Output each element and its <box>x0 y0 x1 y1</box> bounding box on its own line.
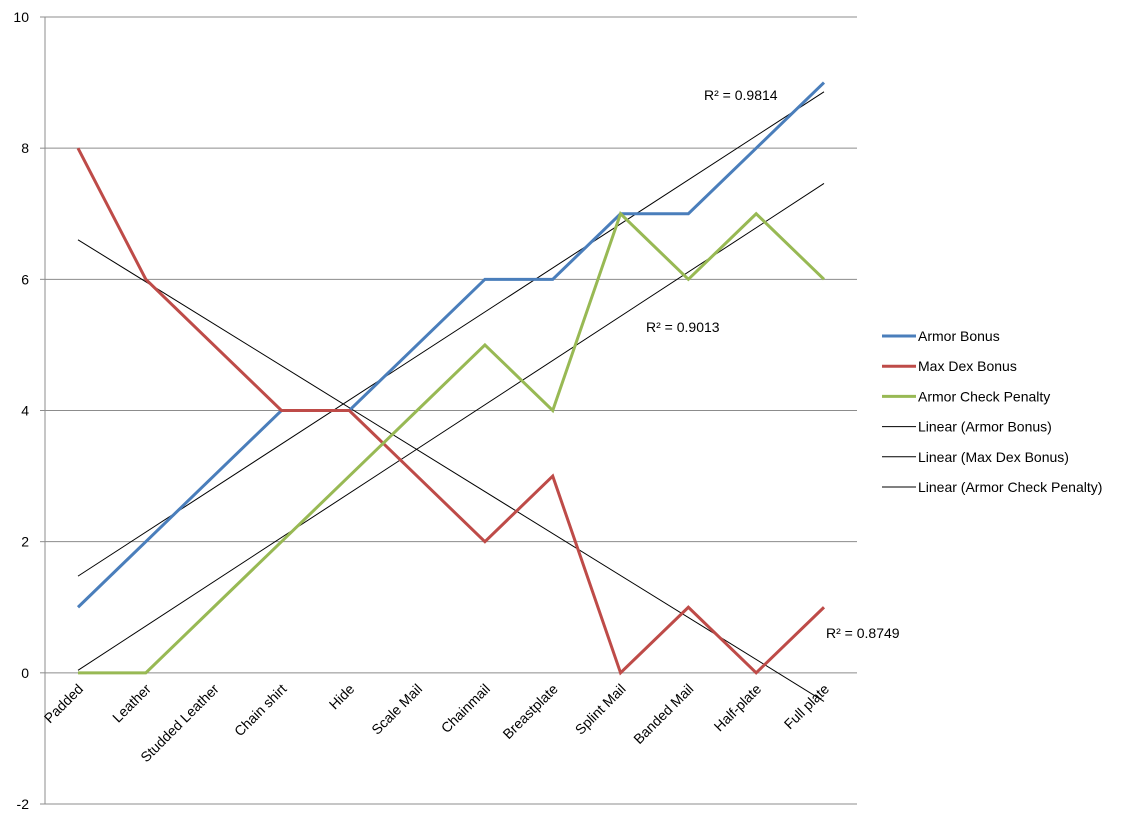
y-tick-label: 10 <box>13 9 29 25</box>
legend-label: Max Dex Bonus <box>918 358 1017 374</box>
legend-label: Linear (Armor Bonus) <box>918 419 1052 435</box>
trendline <box>77 239 825 702</box>
trendline <box>77 91 825 577</box>
series-line <box>78 211 826 675</box>
x-tick-label: Breastplate <box>499 680 561 742</box>
gridlines <box>45 16 857 805</box>
series-line <box>76 81 826 609</box>
r-squared-label: R² = 0.8749 <box>826 625 900 641</box>
r-squared-label: R² = 0.9013 <box>646 319 720 335</box>
series-lines <box>76 81 826 676</box>
y-tick-label: -2 <box>17 796 30 812</box>
x-tick-label: Full plate <box>781 680 833 732</box>
y-tick-label: 2 <box>21 534 29 550</box>
x-tick-label: Chainmail <box>438 681 493 736</box>
x-tick-label: Banded Mail <box>630 681 696 747</box>
y-tick-label: 6 <box>21 271 29 287</box>
y-tick-label: 8 <box>21 140 29 156</box>
legend-label: Linear (Armor Check Penalty) <box>918 479 1102 495</box>
x-tick-label: Half-plate <box>711 680 765 734</box>
x-tick-label: Hide <box>326 680 358 712</box>
series-line <box>76 147 826 676</box>
trendlines <box>77 91 825 702</box>
x-tick-label: Scale Mail <box>368 681 425 738</box>
legend-label: Armor Check Penalty <box>918 388 1050 404</box>
r-squared-annotations: R² = 0.9814 R² = 0.8749 R² = 0.9013 <box>646 87 900 641</box>
y-tick-label: 0 <box>21 665 29 681</box>
r-squared-label: R² = 0.9814 <box>704 87 778 103</box>
x-tick-label: Leather <box>109 680 154 725</box>
y-tick-label: 4 <box>21 403 29 419</box>
legend-label: Armor Bonus <box>918 328 1000 344</box>
trendline <box>77 183 825 671</box>
legend-label: Linear (Max Dex Bonus) <box>918 449 1069 465</box>
y-tick-labels: -2 0 2 4 6 8 10 <box>13 9 45 812</box>
x-tick-label: Splint Mail <box>572 681 629 738</box>
x-tick-label: Padded <box>41 681 86 726</box>
x-tick-label: Chain shirt <box>231 681 290 740</box>
legend: Armor Bonus Max Dex Bonus Armor Check Pena… <box>882 328 1102 495</box>
